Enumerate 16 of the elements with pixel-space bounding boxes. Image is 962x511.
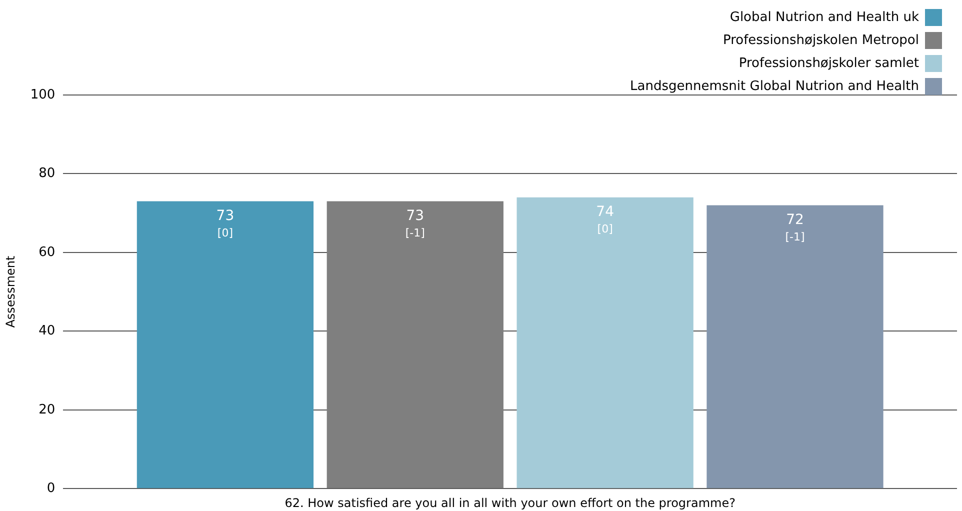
y-tick-label: 60 [38, 244, 56, 260]
y-tick-label: 20 [38, 402, 56, 418]
y-tick-label: 40 [38, 324, 56, 339]
legend-label: Global Nutrion and Health uk [730, 10, 919, 24]
data-label: 73 [-1] [405, 208, 425, 240]
legend-label: Landsgennemsnit Global Nutrion and Health [630, 78, 919, 94]
y-tick-label: 0 [46, 480, 56, 496]
data-label: 73 [0] [216, 208, 234, 240]
x-tick-label: 62. How satisfied are you all in all with your own effort on the programme? [284, 496, 736, 510]
y-tick-label: 80 [38, 166, 56, 182]
legend-label: Professionshøjskolen Metropol [722, 32, 919, 48]
data-label: 74 [0] [596, 204, 614, 236]
y-tick-label: 100 [30, 87, 56, 102]
y-axis-title: Assessment [3, 256, 18, 328]
legend-label: Professionshøjskoler samlet [738, 56, 919, 70]
data-label: 72 [-1] [785, 212, 805, 244]
